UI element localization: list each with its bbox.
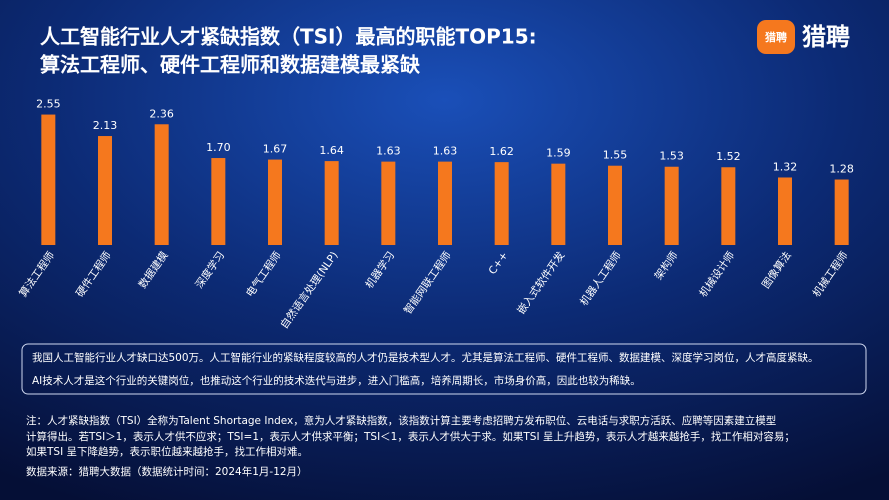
chart-subtitle: 算法工程师、硬件工程师和数据建模最紧缺 xyxy=(40,53,421,77)
bar xyxy=(778,177,792,245)
value-label: 1.64 xyxy=(319,144,344,157)
chart-title: 人工智能行业人才紧缺指数（TSI）最高的职能TOP15: xyxy=(40,25,537,49)
logo-badge-text: 猎聘 xyxy=(765,30,787,44)
bar xyxy=(664,166,679,245)
value-label: 2.13 xyxy=(93,119,118,132)
bar xyxy=(324,161,339,245)
value-label: 1.59 xyxy=(546,147,571,160)
value-label: 1.52 xyxy=(716,150,741,163)
value-label: 1.70 xyxy=(206,141,231,154)
value-label: 1.62 xyxy=(489,145,514,158)
bar xyxy=(494,162,509,245)
value-label: 2.36 xyxy=(149,107,174,120)
value-label: 1.63 xyxy=(433,145,458,158)
value-label: 1.55 xyxy=(603,149,628,162)
bar xyxy=(98,136,112,245)
bar xyxy=(608,165,622,245)
bar xyxy=(41,114,56,245)
summary-text: 我国人工智能行业人才缺口达500万。人工智能行业的紧缺程度较高的人才仍是技术型人… xyxy=(32,351,819,364)
bar xyxy=(154,124,169,245)
bar xyxy=(211,158,226,245)
bar xyxy=(721,167,736,245)
note-text: 注：人才紧缺指数（TSI）全称为Talent Shortage Index，意为… xyxy=(26,414,776,427)
value-label: 1.32 xyxy=(773,160,798,173)
note-text: 如果TSI 呈下降趋势，表示职位越来越抢手，找工作相对难。 xyxy=(26,445,308,458)
source-text: 数据来源：猎聘大数据（数据统计时间：2024年1月-12月） xyxy=(26,465,308,478)
value-label: 1.63 xyxy=(376,145,401,158)
logo-badge xyxy=(757,20,795,54)
value-label: 2.55 xyxy=(36,98,61,111)
bar xyxy=(438,161,452,245)
summary-text: AI技术人才是这个行业的关键岗位，也推动这个行业的技术迭代与进步，进入门槛高，培… xyxy=(32,374,641,387)
bar xyxy=(551,163,566,245)
bar xyxy=(268,159,282,245)
logo-name: 猎聘 xyxy=(802,23,850,51)
value-label: 1.28 xyxy=(829,163,854,176)
value-label: 1.53 xyxy=(659,150,684,163)
summary-box xyxy=(21,343,867,395)
note-text: 计算得出。若TSI＞1，表示人才供不应求；TSI=1，表示人才供求平衡；TSI＜… xyxy=(26,430,795,443)
value-label: 1.67 xyxy=(263,143,288,156)
bar xyxy=(381,161,396,245)
bar xyxy=(834,179,849,245)
